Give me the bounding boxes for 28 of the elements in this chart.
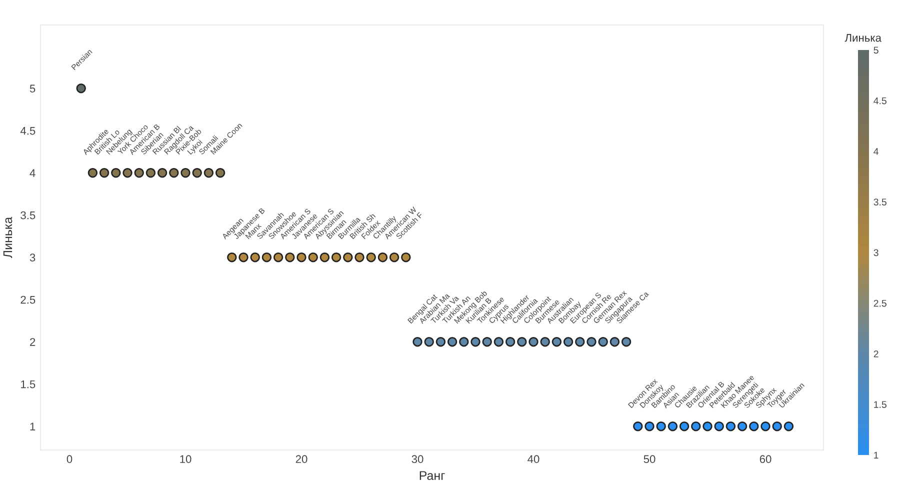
y-tick-label: 5: [30, 84, 36, 93]
y-tick-label: 4: [30, 169, 36, 177]
y-tick-label: 3: [30, 254, 36, 262]
x-tick-label: 50: [644, 455, 656, 464]
x-tick-label: 60: [760, 455, 772, 464]
x-tick-label: 20: [296, 455, 308, 464]
color-bar-label: 5: [874, 46, 878, 54]
color-bar-label: 2.5: [874, 300, 886, 307]
color-bar-label: 1: [874, 452, 878, 459]
color-bar-label: 1.5: [874, 401, 886, 408]
color-bar-label: 2: [874, 350, 878, 358]
color-bar-label: 4: [874, 148, 878, 155]
color-bar-label: 3.5: [874, 198, 886, 206]
x-axis-title: Ранг: [420, 471, 445, 480]
x-tick-label: 40: [528, 455, 540, 464]
x-tick-label: 30: [412, 455, 424, 464]
y-axis-title: Линька: [3, 216, 12, 258]
y-tick-label: 1: [30, 422, 36, 430]
color-bar-label: 4.5: [874, 97, 886, 104]
y-tick-label: 3.5: [20, 211, 36, 220]
y-tick-label: 2: [30, 338, 36, 346]
x-tick-label: 10: [180, 455, 192, 464]
y-tick-label: 2.5: [20, 296, 36, 304]
color-bar-title: Линька: [844, 34, 882, 42]
y-tick-label: 1.5: [21, 380, 36, 388]
color-bar-label: 3: [874, 249, 878, 256]
x-tick-label: 0: [66, 455, 72, 464]
y-tick-label: 4.5: [20, 127, 36, 135]
